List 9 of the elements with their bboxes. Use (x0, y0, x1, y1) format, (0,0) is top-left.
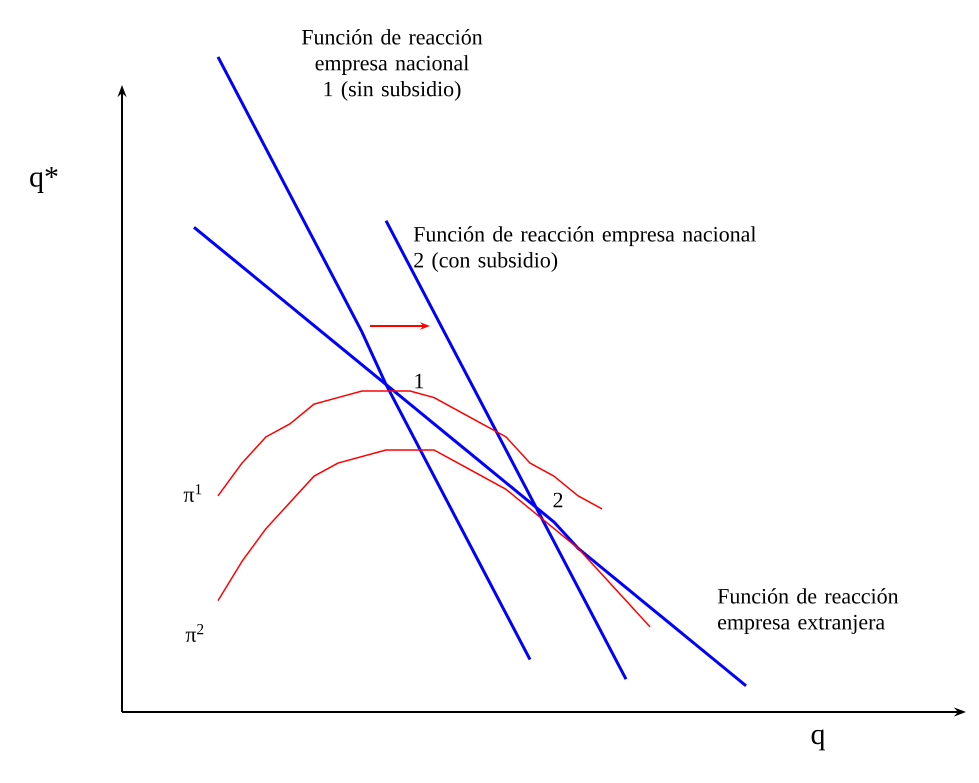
series-label: π$^{2}$ (186, 624, 204, 642)
series-label: π$^{1}$ (184, 484, 202, 502)
x-axis-title: q (812, 730, 825, 750)
annotation: 2 (553, 492, 562, 508)
text: Función de reacción empresa nacional 1 (sin subsidio) (302, 29, 482, 101)
series-label: Función de reacción empresa nacional 2 (con subsidio) (414, 226, 756, 272)
y-axis-title: q* (30, 167, 58, 193)
annotation: 1 (415, 374, 424, 388)
series-label: Función de reacción empresa extranjera (718, 588, 898, 634)
